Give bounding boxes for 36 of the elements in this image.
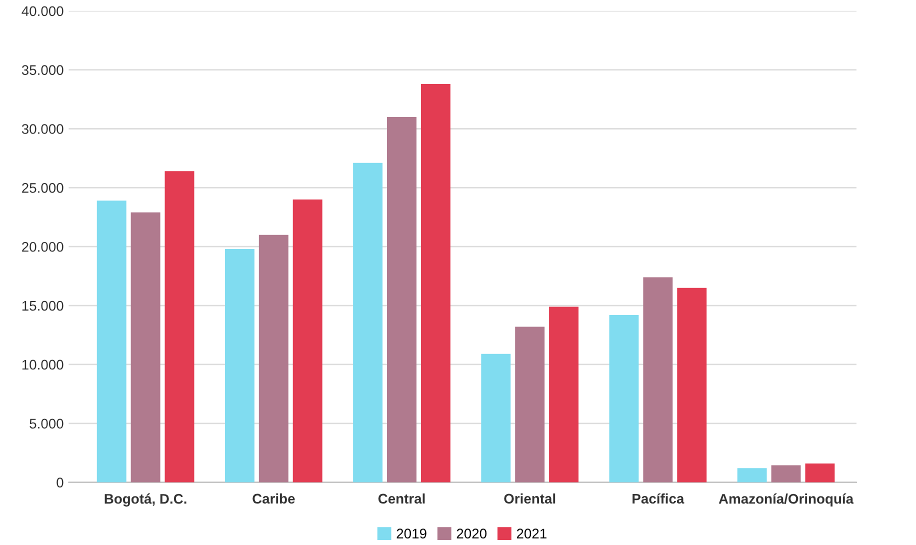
bar <box>130 212 160 482</box>
bar <box>643 277 673 482</box>
bar <box>258 234 288 482</box>
legend-label: 2020 <box>456 528 487 539</box>
bar <box>771 465 801 482</box>
y-tick-label: 15.000 <box>22 300 64 311</box>
bar <box>420 84 450 482</box>
bar <box>353 162 383 482</box>
y-tick-label: 25.000 <box>22 183 64 193</box>
y-tick-label: 35.000 <box>22 65 64 75</box>
bar <box>515 326 545 482</box>
bar <box>549 306 578 482</box>
y-tick-label: 5.000 <box>30 418 64 429</box>
bar <box>224 248 254 482</box>
x-tick-label: Amazonía/Orinoquía <box>718 493 854 507</box>
x-tick-label: Pacífica <box>632 493 684 504</box>
x-tick-label: Caribe <box>252 493 295 504</box>
bar <box>737 468 767 482</box>
y-tick-label: 40.000 <box>22 6 64 16</box>
bar <box>677 288 707 482</box>
bar <box>96 200 126 482</box>
y-tick-label: 30.000 <box>22 124 64 134</box>
x-tick-label: Bogotá, D.C. <box>104 493 186 507</box>
legend-label: 2019 <box>396 528 426 539</box>
x-tick-label: Central <box>378 493 425 504</box>
bar <box>805 463 835 482</box>
y-tick-label: 10.000 <box>22 360 64 370</box>
bar <box>164 171 194 482</box>
bar <box>481 354 511 482</box>
legend-label: 2021 <box>516 528 546 539</box>
y-tick-label: 20.000 <box>22 242 64 252</box>
x-tick-label: Oriental <box>504 493 556 504</box>
y-tick-label: 0 <box>56 478 64 488</box>
bar <box>387 116 416 482</box>
bar <box>292 199 322 482</box>
bar <box>609 314 639 482</box>
